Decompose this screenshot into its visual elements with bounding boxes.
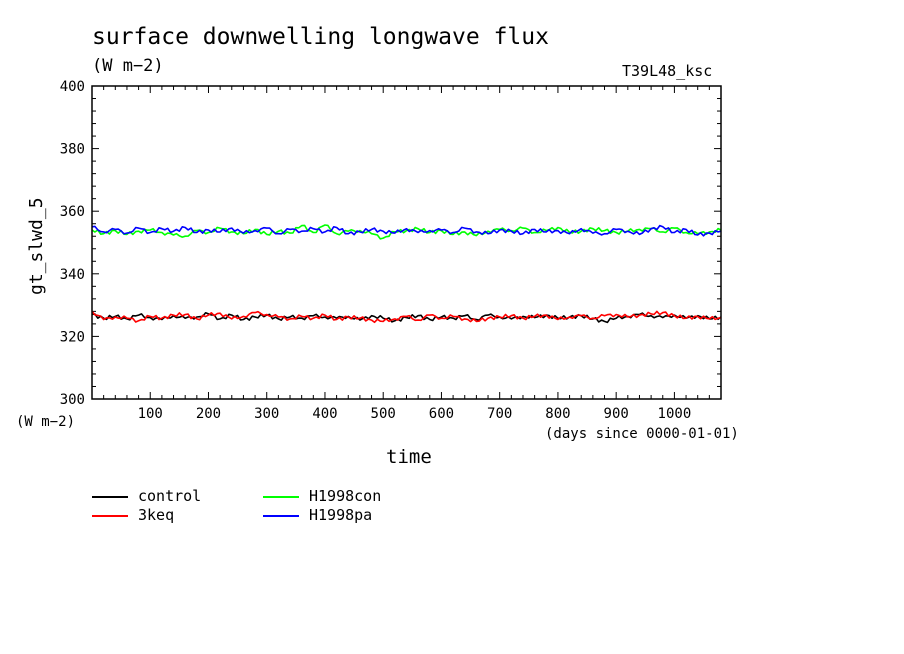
series-lines (91, 224, 722, 324)
run-name: T39L48_ksc (622, 62, 713, 80)
legend-item-control: control (92, 487, 252, 506)
legend-label-h1998con: H1998con (309, 487, 382, 505)
x-tick-label: 900 (604, 406, 629, 422)
chart-units: (W m−2) (92, 56, 164, 76)
x-tick-label: 200 (196, 406, 221, 422)
y-tick-label: 320 (60, 329, 85, 345)
axis-ticks (92, 86, 721, 399)
y-axis-units: (W m−2) (16, 414, 76, 430)
x-tick-label: 300 (254, 406, 279, 422)
y-tick-label: 400 (60, 79, 85, 95)
x-tick-label: 600 (429, 406, 454, 422)
series-line-control (91, 311, 722, 324)
series-line-h1998pa (91, 224, 722, 237)
y-tick-label: 340 (60, 267, 85, 283)
x-tick-label: 800 (545, 406, 570, 422)
x-axis-units: (days since 0000-01-01) (545, 426, 739, 442)
legend-swatch-h1998pa (263, 515, 299, 517)
x-tick-label: 400 (312, 406, 337, 422)
legend-swatch-3keq (92, 515, 128, 517)
series-line-3keq (91, 310, 722, 324)
legend-item-h1998con: H1998con (263, 487, 423, 506)
legend-swatch-h1998con (263, 496, 299, 498)
y-axis-label: gt_slwd_5 (26, 197, 47, 295)
tick-labels: 100 200 300 400 500 600 700 800 900 1000 300 320 340… (60, 79, 692, 422)
legend-label-h1998pa: H1998pa (309, 506, 373, 524)
chart-title: surface downwelling longwave flux (92, 24, 549, 50)
plot-frame (91, 85, 722, 400)
legend-item-3keq: 3keq (92, 506, 252, 525)
y-tick-label: 300 (60, 392, 85, 408)
x-tick-label: 700 (487, 406, 512, 422)
y-tick-label: 380 (60, 142, 85, 158)
series-line-h1998con (91, 224, 722, 240)
x-axis-label: time (386, 446, 432, 468)
x-tick-label: 100 (138, 406, 163, 422)
legend-label-3keq: 3keq (138, 506, 175, 524)
x-tick-label: 1000 (658, 406, 692, 422)
y-tick-label: 360 (60, 204, 85, 220)
legend-swatch-control (92, 496, 128, 498)
legend-label-control: control (138, 487, 202, 505)
legend-item-h1998pa: H1998pa (263, 506, 423, 525)
x-tick-label: 500 (371, 406, 396, 422)
